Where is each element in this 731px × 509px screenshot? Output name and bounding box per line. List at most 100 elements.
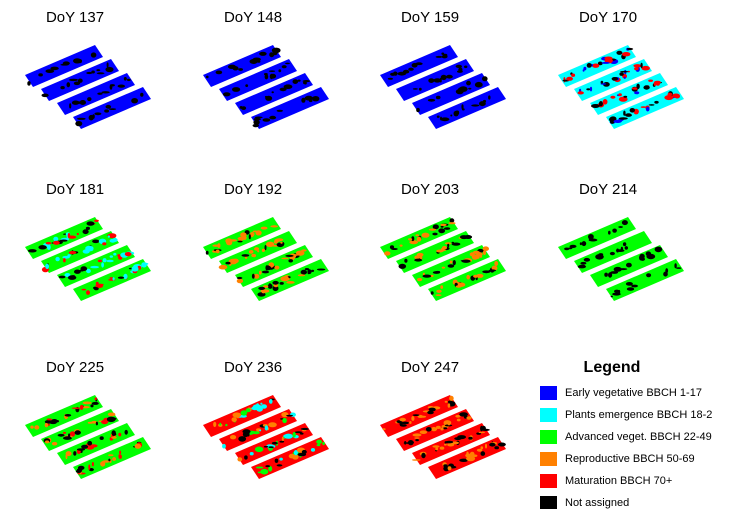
class-patch [47,418,52,420]
class-patch [584,258,590,262]
class-patch [259,52,267,56]
class-patch [108,454,113,456]
class-patch [265,96,267,98]
class-patch [610,252,615,255]
class-patch [444,444,447,446]
class-patch [426,427,432,432]
class-patch [206,76,209,79]
class-patch [610,96,615,99]
class-patch [571,74,575,77]
class-patch [293,432,296,438]
class-patch [92,462,94,466]
class-patch [94,112,101,115]
class-patch [413,88,418,90]
class-patch [303,80,311,82]
class-patch [404,259,407,263]
class-patch [104,109,109,112]
panel-title: DoY 247 [401,359,459,376]
class-patch [262,271,269,274]
class-patch [641,106,646,108]
class-patch [74,270,81,274]
legend-swatch [540,474,557,488]
class-patch [100,461,105,466]
class-patch [266,242,274,247]
class-patch [237,241,242,243]
class-patch [453,260,456,265]
class-patch [76,122,79,124]
class-patch [288,259,293,262]
class-patch [269,283,272,287]
class-patch [674,263,676,268]
class-patch [646,251,651,256]
class-patch [253,120,259,125]
class-patch [466,81,471,86]
class-patch [249,250,254,254]
class-patch [417,253,424,257]
panel-title: DoY 181 [46,181,104,198]
class-patch [282,418,287,423]
class-patch [30,426,33,429]
class-patch [603,99,608,105]
class-patch [416,108,420,112]
class-patch [69,103,71,108]
class-patch [429,229,437,231]
class-patch [414,437,419,439]
class-patch [404,442,413,444]
class-patch [412,459,421,461]
class-patch [400,422,403,426]
class-patch [232,417,237,422]
class-patch [118,433,121,437]
class-patch [262,249,265,252]
class-patch [250,452,254,455]
class-patch [256,467,263,469]
class-patch [448,222,455,224]
class-patch [564,248,569,251]
class-patch [213,422,216,427]
class-patch [107,417,116,422]
class-patch [437,116,440,118]
class-patch [91,71,95,74]
class-patch [301,270,307,275]
class-patch [423,275,432,278]
legend-title: Legend [584,359,641,376]
class-patch [412,63,418,68]
class-patch [286,415,293,417]
class-patch [483,100,486,103]
class-patch [598,253,603,256]
class-patch [260,403,262,405]
class-patch [399,264,407,269]
class-patch [448,264,455,267]
class-patch [77,118,86,120]
class-patch [272,281,278,285]
class-patch [665,268,668,273]
class-patch [280,276,289,281]
class-patch [619,268,627,270]
class-patch [135,444,142,449]
class-patch [67,82,71,87]
class-patch [580,242,582,245]
legend-swatch [540,408,557,422]
class-patch [219,265,228,270]
class-patch [109,108,116,110]
panel-title: DoY 236 [224,359,282,376]
class-patch [238,68,243,71]
class-patch [439,230,442,232]
class-patch [223,92,231,96]
class-patch [586,88,590,90]
class-patch [473,275,478,278]
class-patch [616,249,625,252]
class-patch [38,245,46,249]
class-patch [118,85,125,88]
class-patch [87,441,92,446]
class-patch [494,261,498,266]
class-patch [317,444,321,446]
class-patch [272,442,278,445]
panel-title: DoY 225 [46,359,104,376]
class-patch [281,412,288,417]
class-patch [413,433,422,436]
class-patch [131,98,138,103]
class-patch [118,454,121,457]
class-patch [91,52,97,57]
class-patch [216,250,220,254]
class-patch [285,63,290,65]
